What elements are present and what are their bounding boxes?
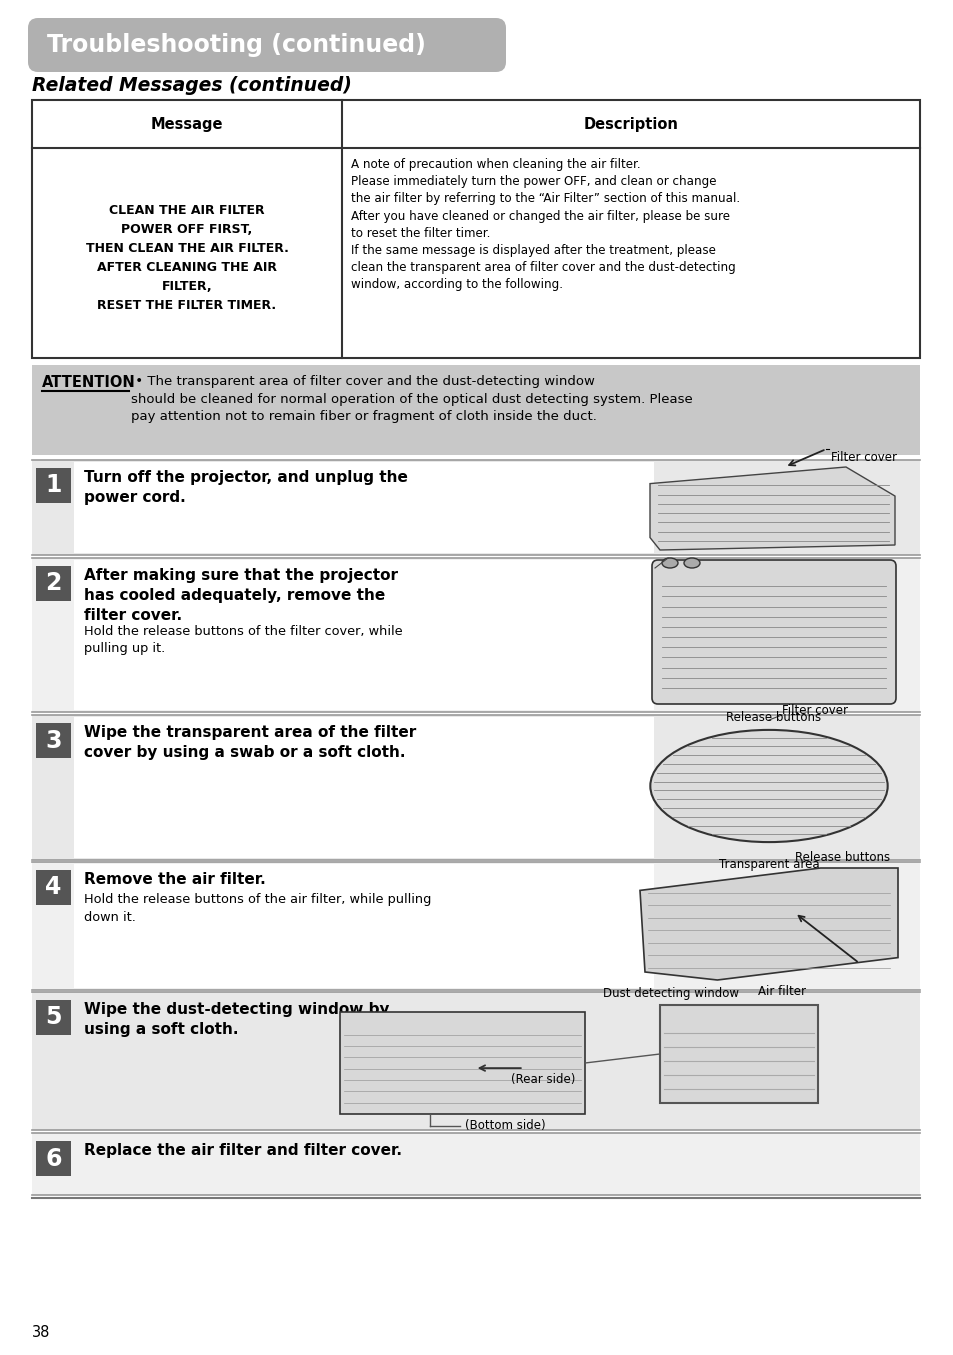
Bar [36,1000,71,1035]
Ellipse shape [683,558,700,568]
Text: Filter cover: Filter cover [830,451,897,463]
Bar [74,864,654,988]
FancyBboxPatch shape [28,18,505,72]
FancyBboxPatch shape [339,1012,584,1114]
Ellipse shape [650,730,886,841]
Text: 4: 4 [45,875,62,900]
Polygon shape [639,869,897,980]
Bar [32,459,919,556]
Text: Remove the air filter.: Remove the air filter. [84,873,266,888]
Text: 1: 1 [45,473,62,497]
Bar [74,462,654,553]
Text: 6: 6 [45,1146,62,1171]
Text: Hold the release buttons of the filter cover, while
pulling up it.: Hold the release buttons of the filter c… [84,625,402,654]
Text: Message: Message [151,117,223,131]
Bar [36,1141,71,1176]
Text: Wipe the transparent area of the filter
cover by using a swab or a soft cloth.: Wipe the transparent area of the filter … [84,725,416,760]
Text: 38: 38 [32,1325,51,1340]
Text: A note of precaution when cleaning the air filter.
Please immediately turn the p: A note of precaution when cleaning the a… [351,159,740,291]
Text: Filter cover: Filter cover [781,705,847,717]
Text: Hold the release buttons of the air filter, while pulling
down it.: Hold the release buttons of the air filt… [84,893,431,924]
Bar [74,717,654,858]
Text: Wipe the dust-detecting window by
using a soft cloth.: Wipe the dust-detecting window by using … [84,1001,389,1037]
Bar [36,724,71,757]
FancyBboxPatch shape [651,560,895,705]
Text: 3: 3 [45,729,62,752]
Text: Description: Description [583,117,678,131]
Bar [36,467,71,503]
Bar [32,1133,919,1195]
Bar [36,566,71,602]
Text: Air filter: Air filter [757,985,805,999]
Text: Turn off the projector, and unplug the
power cord.: Turn off the projector, and unplug the p… [84,470,408,505]
Text: Release buttons: Release buttons [794,851,889,864]
Bar [32,100,919,358]
Bar [32,364,919,455]
Text: (Bottom side): (Bottom side) [464,1119,545,1133]
Bar [32,715,919,860]
Bar [32,558,919,711]
Text: After making sure that the projector
has cooled adequately, remove the
filter co: After making sure that the projector has… [84,568,397,623]
Polygon shape [649,467,894,550]
Text: Related Messages (continued): Related Messages (continued) [32,76,352,95]
Text: Dust detecting window: Dust detecting window [602,986,739,1000]
Bar [74,560,654,710]
Text: CLEAN THE AIR FILTER
POWER OFF FIRST,
THEN CLEAN THE AIR FILTER.
AFTER CLEANING : CLEAN THE AIR FILTER POWER OFF FIRST, TH… [86,205,288,312]
Bar [36,870,71,905]
Text: Transparent area: Transparent area [718,858,819,871]
Bar [32,862,919,991]
Bar [32,992,919,1130]
Text: ATTENTION: ATTENTION [42,375,135,390]
Text: • The transparent area of filter cover and the dust-detecting window
should be c: • The transparent area of filter cover a… [131,375,692,423]
Text: 5: 5 [45,1005,62,1030]
Text: Replace the air filter and filter cover.: Replace the air filter and filter cover. [84,1144,401,1159]
Text: 2: 2 [45,572,62,595]
Text: (Rear side): (Rear side) [510,1073,575,1085]
Ellipse shape [661,558,678,568]
FancyBboxPatch shape [659,1005,817,1103]
Text: Troubleshooting (continued): Troubleshooting (continued) [47,33,425,57]
Text: Release buttons: Release buttons [725,711,821,724]
